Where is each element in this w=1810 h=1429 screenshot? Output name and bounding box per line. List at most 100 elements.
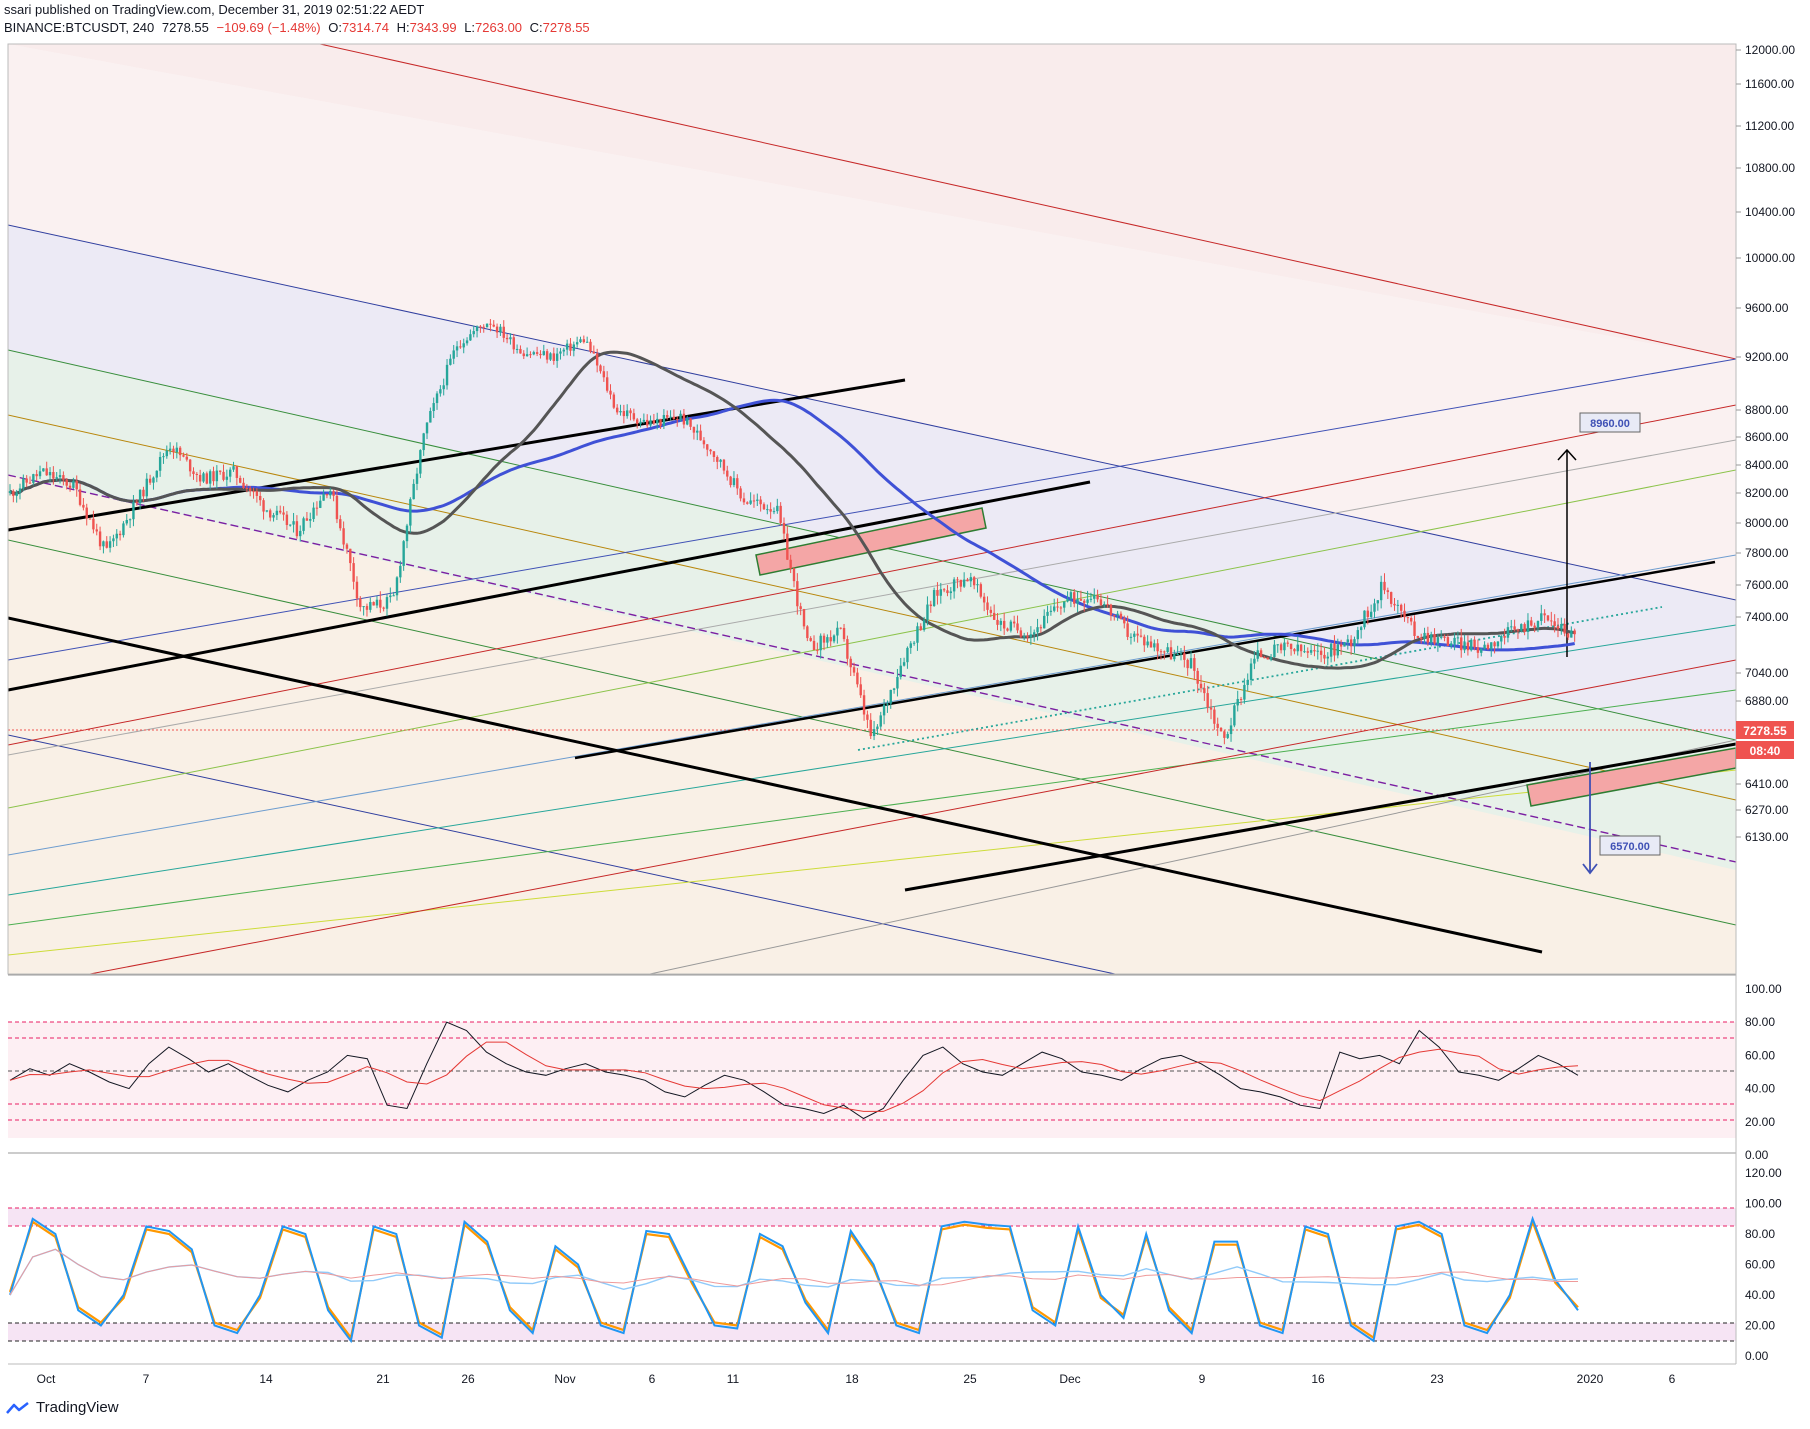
candle-body	[1326, 656, 1329, 659]
candle-body	[1153, 643, 1156, 648]
price-tick-label: 6130.00	[1745, 830, 1789, 844]
candle-body	[826, 637, 829, 643]
time-axis[interactable]: Oct 7 14 21 26 Nov 6 11 18 25 Dec 9 16 23 2020 6	[37, 1372, 1676, 1386]
target-label-up[interactable]: 8960.00	[1579, 412, 1641, 433]
price-tick-label: 8000.00	[1745, 516, 1789, 530]
candle-body	[345, 544, 349, 549]
candle-body	[1239, 698, 1243, 700]
candle-body	[1083, 600, 1086, 603]
rsi-tick-label: 20.00	[1745, 1115, 1775, 1129]
candle-body	[1466, 642, 1470, 651]
candle-body	[1430, 634, 1433, 643]
price-tick-label: 6270.00	[1745, 803, 1789, 817]
candle-body	[125, 519, 128, 524]
candle-body	[746, 502, 749, 504]
candle-body	[1503, 635, 1506, 638]
candle-body	[505, 337, 509, 340]
candle-body	[712, 451, 716, 458]
candle-body	[579, 339, 582, 343]
stoch-tick-label: 40.00	[1745, 1288, 1775, 1302]
candle-body	[118, 533, 122, 536]
candle-body	[208, 471, 212, 484]
candle-body	[1409, 617, 1413, 622]
candle-body	[329, 491, 332, 496]
stochastic-panel	[8, 1207, 1736, 1344]
candle-body	[1259, 650, 1263, 658]
candle-body	[796, 581, 799, 607]
candle-body	[519, 348, 522, 354]
candle-body	[615, 407, 619, 413]
candle-body	[1443, 636, 1446, 638]
candle-body	[1506, 627, 1510, 638]
candle-body	[85, 507, 88, 519]
candle-body	[602, 371, 606, 378]
time-tick-label: 26	[461, 1372, 475, 1386]
candle-body	[936, 590, 939, 596]
candle-body	[599, 365, 602, 372]
candle-body	[1279, 644, 1283, 651]
candle-body	[399, 565, 402, 578]
candle-body	[102, 541, 105, 547]
candle-body	[962, 579, 966, 587]
candle-body	[15, 492, 18, 496]
candle-body	[632, 413, 636, 420]
candle-body	[609, 390, 612, 395]
candle-body	[912, 642, 916, 644]
candle-body	[128, 519, 132, 521]
candle-body	[502, 326, 505, 338]
candle-body	[1456, 637, 1460, 639]
candle-body	[949, 591, 952, 594]
candle-body	[1520, 624, 1523, 631]
candle-body	[762, 504, 766, 510]
candle-body	[175, 447, 179, 453]
candle-body	[1209, 707, 1213, 710]
candle-body	[335, 495, 339, 520]
candle-body	[869, 719, 872, 737]
candle-body	[1433, 634, 1436, 644]
candle-body	[95, 529, 98, 532]
candle-body	[589, 341, 592, 352]
candle-body	[1463, 642, 1466, 651]
rsi-tick-label: 80.00	[1745, 1015, 1775, 1029]
candle-body	[1229, 725, 1233, 735]
candle-body	[1156, 643, 1159, 652]
ohlc-h: 7343.99	[409, 20, 457, 35]
tradingview-logo[interactable]: TradingView	[6, 1399, 119, 1416]
candle-body	[1059, 607, 1063, 609]
candle-body	[218, 470, 222, 472]
candle-body	[1056, 606, 1059, 608]
candle-body	[1543, 613, 1546, 616]
candle-body	[1089, 598, 1093, 600]
candle-body	[52, 472, 55, 479]
candle-body	[1169, 647, 1173, 660]
candle-body	[1273, 644, 1276, 658]
price-axis[interactable]: 12000.00 11600.00 11200.00 10800.00 10400.00…	[1736, 43, 1795, 844]
target-label-down[interactable]: 6570.00	[1599, 835, 1661, 856]
candle-body	[1566, 633, 1570, 638]
candle-body	[422, 433, 425, 451]
candle-body	[375, 599, 379, 606]
candle-body	[896, 677, 899, 689]
candle-body	[1116, 613, 1119, 616]
stoch-k-line	[9, 1215, 1579, 1344]
trendlines[interactable]	[8, 378, 1736, 954]
candle-body	[889, 689, 892, 704]
candle-body	[982, 596, 986, 603]
candle-body	[799, 606, 802, 610]
candle-body	[325, 493, 329, 496]
candle-body	[542, 351, 545, 356]
candle-body	[232, 466, 235, 470]
candle-body	[339, 519, 342, 529]
symbol-name[interactable]: BINANCE:BTCUSDT, 240	[4, 20, 155, 35]
candle-body	[899, 665, 902, 678]
candle-body	[1339, 644, 1343, 647]
candle-body	[405, 525, 409, 542]
ohlc-h-label: H:	[396, 20, 410, 35]
candle-body	[188, 459, 192, 472]
svg-text:6570.00: 6570.00	[1610, 841, 1650, 853]
candle-body	[1359, 627, 1363, 631]
stoch-ma2-line	[9, 1248, 1578, 1296]
candle-body	[862, 695, 866, 715]
candle-body	[769, 509, 772, 512]
